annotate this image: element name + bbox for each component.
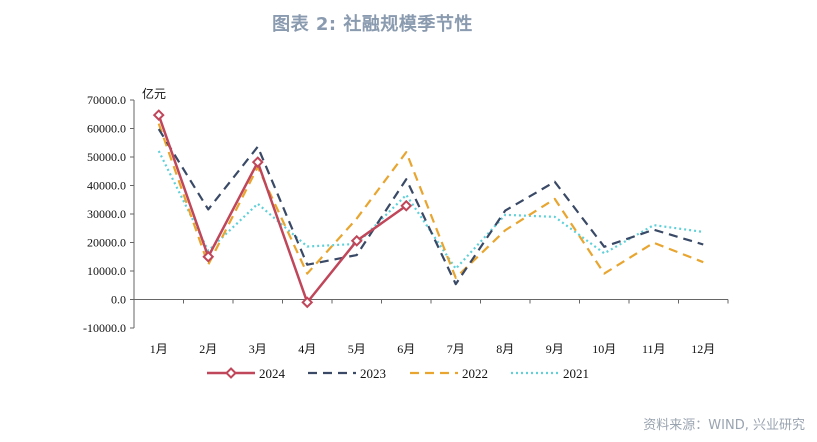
legend-label-2023: 2023 <box>360 366 386 381</box>
series-line-2022 <box>157 123 704 279</box>
data-point-2024 <box>251 156 264 169</box>
source-note: 资料来源：WIND, 兴业研究 <box>643 418 805 433</box>
y-tick-label: 10000.0 <box>87 264 126 278</box>
x-tick-label: 12月 <box>691 342 715 356</box>
x-tick-label: 3月 <box>249 342 267 356</box>
x-tick-label: 7月 <box>447 342 465 356</box>
series-line-2023 <box>157 128 704 286</box>
y-axis: 70000.0 60000.0 50000.0 40000.0 30000.0 20000… <box>83 93 135 335</box>
legend-label-2022: 2022 <box>462 366 488 381</box>
legend-label-2021: 2021 <box>563 366 589 381</box>
chart-title: 图表 2: 社融规模季节性 <box>272 14 473 35</box>
y-tick-label: 40000.0 <box>87 179 126 193</box>
data-point-2024 <box>152 109 165 122</box>
y-tick-label: 30000.0 <box>87 207 126 221</box>
x-tick-label: 5月 <box>348 342 366 356</box>
data-point-2024 <box>202 250 215 263</box>
x-tick-label: 2月 <box>199 342 217 356</box>
series-group <box>152 109 704 309</box>
y-tick-label: 0.0 <box>111 293 126 307</box>
legend: 2024 2023 2022 2021 <box>207 366 589 381</box>
legend-label-2024: 2024 <box>259 366 286 381</box>
y-unit-label: 亿元 <box>142 86 166 101</box>
y-tick-label: -10000.0 <box>83 321 126 335</box>
data-point-2024 <box>301 296 314 309</box>
series-line-2024 <box>157 114 407 304</box>
x-tick-label: 11月 <box>642 342 666 356</box>
x-tick-label: 9月 <box>546 342 564 356</box>
series-line-2021 <box>157 150 704 270</box>
x-axis: 1月 2月 3月 4月 5月 6月 7月 8月 9月 10月 11月 12月 <box>133 299 729 356</box>
y-tick-label: 60000.0 <box>87 122 126 136</box>
x-tick-label: 8月 <box>496 342 514 356</box>
x-tick-label: 10月 <box>592 342 616 356</box>
x-tick-label: 1月 <box>150 342 168 356</box>
x-tick-label: 4月 <box>298 342 316 356</box>
x-tick-label: 6月 <box>397 342 415 356</box>
data-point-2024 <box>400 199 413 212</box>
y-tick-label: 70000.0 <box>87 93 126 107</box>
data-point-2024 <box>350 234 363 247</box>
y-tick-label: 50000.0 <box>87 150 126 164</box>
legend-marker-2024 <box>225 367 237 379</box>
y-tick-label: 20000.0 <box>87 236 126 250</box>
